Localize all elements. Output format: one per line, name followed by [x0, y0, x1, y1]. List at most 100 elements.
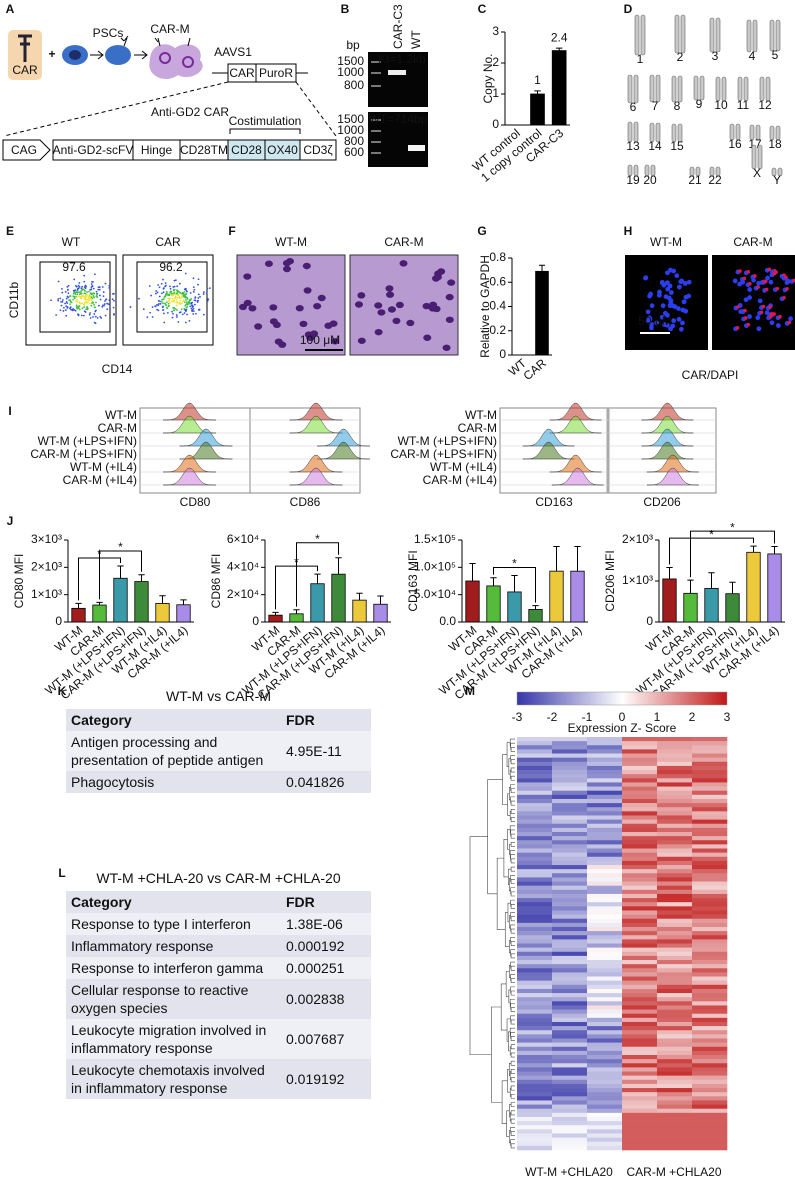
heatmap-cell — [587, 922, 623, 928]
flow-dot — [101, 305, 104, 308]
nucleus — [747, 295, 753, 300]
histogram — [549, 454, 602, 473]
nucleus — [182, 56, 194, 68]
label: Expression Z- Score — [568, 721, 677, 735]
heatmap-cell — [552, 745, 588, 750]
label: CAR-M (+IL4) — [63, 473, 137, 487]
heatmap-cell — [692, 955, 728, 961]
heatmap-cell — [517, 836, 553, 841]
heatmap-cell — [622, 1083, 658, 1089]
heatmap-cell — [517, 1079, 553, 1085]
nucleus — [738, 309, 744, 315]
value-label: 2.4 — [551, 30, 568, 44]
heatmap-cell — [657, 1009, 693, 1015]
heatmap-cell — [552, 798, 588, 804]
flow-dot — [67, 284, 70, 287]
heatmap-cell — [587, 786, 623, 791]
error-bar — [159, 595, 166, 604]
heatmap-cell — [517, 1108, 553, 1114]
label: /DAPI — [707, 368, 738, 382]
flow-dot — [168, 293, 171, 296]
heatmap-cell — [552, 1096, 588, 1101]
heatmap-cell — [552, 893, 588, 899]
heatmap-cell — [692, 1141, 728, 1147]
heatmap-cell — [552, 873, 588, 878]
heatmap-cell — [657, 741, 693, 746]
heatmap-cell — [657, 745, 693, 750]
heatmap-cell — [657, 984, 693, 990]
histogram — [316, 441, 370, 460]
flow-dot — [62, 310, 65, 312]
chromosome-label: 4 — [749, 49, 756, 63]
heatmap-cell — [692, 790, 728, 796]
heatmap-cell — [622, 968, 658, 973]
dendrogram — [510, 767, 515, 773]
car-signal — [753, 274, 757, 278]
heatmap-cell — [692, 1071, 728, 1076]
label: WT-M — [275, 235, 307, 249]
significance-label: * — [315, 532, 320, 546]
flow-dot — [173, 309, 176, 312]
table-row: Response to type I interferon 1.38E-06 — [66, 913, 371, 935]
heatmap-cell — [622, 1079, 658, 1085]
significance-label: * — [118, 540, 123, 554]
dendrogram — [510, 1093, 515, 1099]
receptor — [154, 37, 191, 47]
heatmap-cell — [657, 1104, 693, 1109]
heatmap-cell — [657, 1145, 693, 1151]
heatmap-cell — [692, 770, 728, 775]
cell-nucleus — [278, 341, 287, 348]
flow-dot — [57, 280, 60, 283]
flow-dot — [81, 285, 84, 288]
cell-nucleus — [445, 316, 454, 323]
flow-dot — [89, 292, 92, 295]
dendrogram — [510, 1110, 515, 1116]
heatmap-cell — [657, 786, 693, 791]
flow-dot — [191, 309, 193, 312]
heatmap-cell — [692, 836, 728, 841]
flow-dot — [108, 284, 111, 287]
chromosome — [655, 74, 661, 103]
flow-dot — [171, 300, 173, 303]
flow-dot — [83, 274, 86, 277]
y-axis-label: Relative to GAPDH — [478, 255, 492, 358]
error-bar — [180, 599, 187, 605]
heatmap-cell — [587, 770, 623, 775]
heatmap-cell — [657, 1092, 693, 1097]
heatmap-cell — [657, 749, 693, 754]
y-tick-label: 0 — [492, 117, 499, 131]
dendrogram — [510, 928, 515, 934]
heatmap-cell — [622, 1071, 658, 1076]
table-title: WT-M vs CAR-M — [166, 688, 271, 704]
nucleus — [683, 294, 689, 300]
label: CAR — [229, 66, 255, 80]
heatmap-cell — [622, 1001, 658, 1006]
heatmap-cell — [552, 1013, 588, 1019]
flow-dot — [146, 316, 149, 319]
heatmap-cell — [552, 1009, 588, 1015]
heatmap-cell — [587, 737, 623, 742]
flow-dot — [59, 309, 62, 312]
flow-dot — [162, 291, 165, 294]
heatmap-cell — [657, 935, 693, 940]
flow-dot — [181, 291, 184, 294]
label: WT-M — [105, 408, 137, 422]
dendrogram — [510, 759, 515, 765]
flow-dot — [85, 293, 88, 296]
flow-dot — [184, 288, 187, 290]
heatmap-cell — [552, 765, 588, 771]
heatmap-cell — [587, 1055, 623, 1060]
heatmap-cell — [517, 852, 553, 858]
heatmap-cell — [517, 976, 553, 981]
heatmap-cell — [692, 1100, 728, 1105]
flow-dot — [80, 292, 83, 295]
heatmap-cell — [552, 1133, 588, 1138]
flow-dot — [165, 284, 167, 287]
heatmap-cell — [622, 1067, 658, 1072]
chromosome-label: 8 — [674, 99, 681, 113]
heatmap-cell — [622, 860, 658, 866]
chromosome — [775, 19, 781, 52]
flow-dot — [62, 306, 65, 309]
heatmap-cell — [692, 819, 728, 825]
heatmap-cell — [552, 852, 588, 858]
